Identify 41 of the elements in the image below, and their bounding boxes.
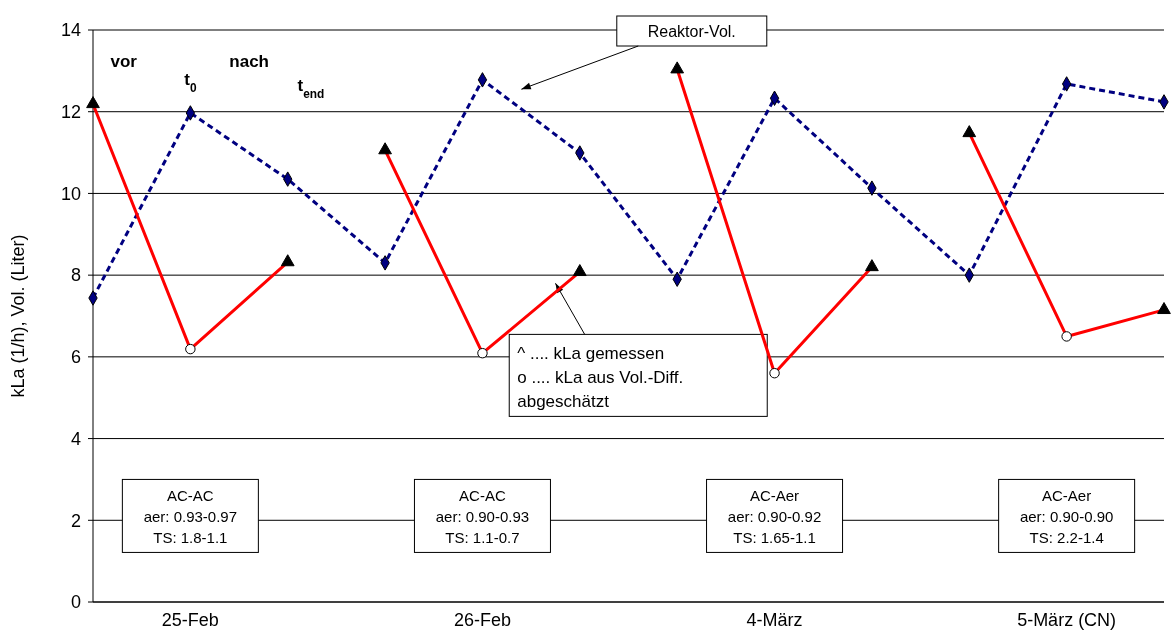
point xyxy=(185,343,196,355)
x-tick-label: 26-Feb xyxy=(453,610,511,630)
annotation: t$_{end}$ xyxy=(297,76,325,102)
point xyxy=(865,259,879,272)
annotation: Reaktor-Vol. xyxy=(647,23,736,40)
y-tick-label: 10 xyxy=(60,183,81,204)
y-tick-label: 14 xyxy=(60,20,81,41)
point xyxy=(1061,331,1072,342)
y-tick-label: 4 xyxy=(70,428,81,449)
annotation: vor xyxy=(110,51,138,71)
annotation: AC-AC aer: 0.93-0.97 TS: 1.8-1.1 xyxy=(143,487,238,547)
point xyxy=(378,142,392,155)
text-box: ^ .... kLa gemessen o .... kLa aus Vol.-Diff. abgeschätzt xyxy=(508,333,768,417)
text-box: Reaktor-Vol. xyxy=(616,15,768,47)
point xyxy=(86,96,100,109)
x-tick-label: 4-März xyxy=(746,610,803,630)
annotation: ^ .... kLa gemessen o .... kLa aus Vol.-Diff. abgeschätzt xyxy=(517,343,684,411)
y-tick-label: 0 xyxy=(70,592,81,613)
annotation: AC-Aer aer: 0.90-0.92 TS: 1.65-1.1 xyxy=(727,487,822,547)
point xyxy=(769,367,780,379)
annotation: AC-AC aer: 0.90-0.93 TS: 1.1-0.7 xyxy=(435,487,530,547)
annotation: t$_{0}$ xyxy=(184,70,197,96)
text-box: AC-Aer aer: 0.90-0.92 TS: 1.65-1.1 xyxy=(706,478,844,553)
point xyxy=(572,264,587,277)
point xyxy=(670,61,685,74)
x-tick-label: 5-März (CN) xyxy=(1017,610,1117,630)
y-tick-label: 12 xyxy=(60,102,81,123)
y-axis-title: kLa (1/h), Vol. (Liter) xyxy=(8,234,28,398)
y-tick-label: 8 xyxy=(70,265,81,286)
y-tick-label: 2 xyxy=(70,510,81,531)
y-tick-label: 6 xyxy=(70,347,81,368)
text-box: AC-AC aer: 0.93-0.97 TS: 1.8-1.1 xyxy=(121,478,259,553)
x-tick-label: 25-Feb xyxy=(161,610,219,630)
text-box: AC-Aer aer: 0.90-0.90 TS: 2.2-1.4 xyxy=(998,478,1136,553)
point xyxy=(962,125,977,138)
point xyxy=(477,347,488,359)
annotation: AC-Aer aer: 0.90-0.90 TS: 2.2-1.4 xyxy=(1019,487,1114,547)
text-box: AC-AC aer: 0.90-0.93 TS: 1.1-0.7 xyxy=(413,478,551,553)
point xyxy=(280,254,295,267)
annotation: nach xyxy=(229,51,269,71)
point xyxy=(1157,302,1171,315)
